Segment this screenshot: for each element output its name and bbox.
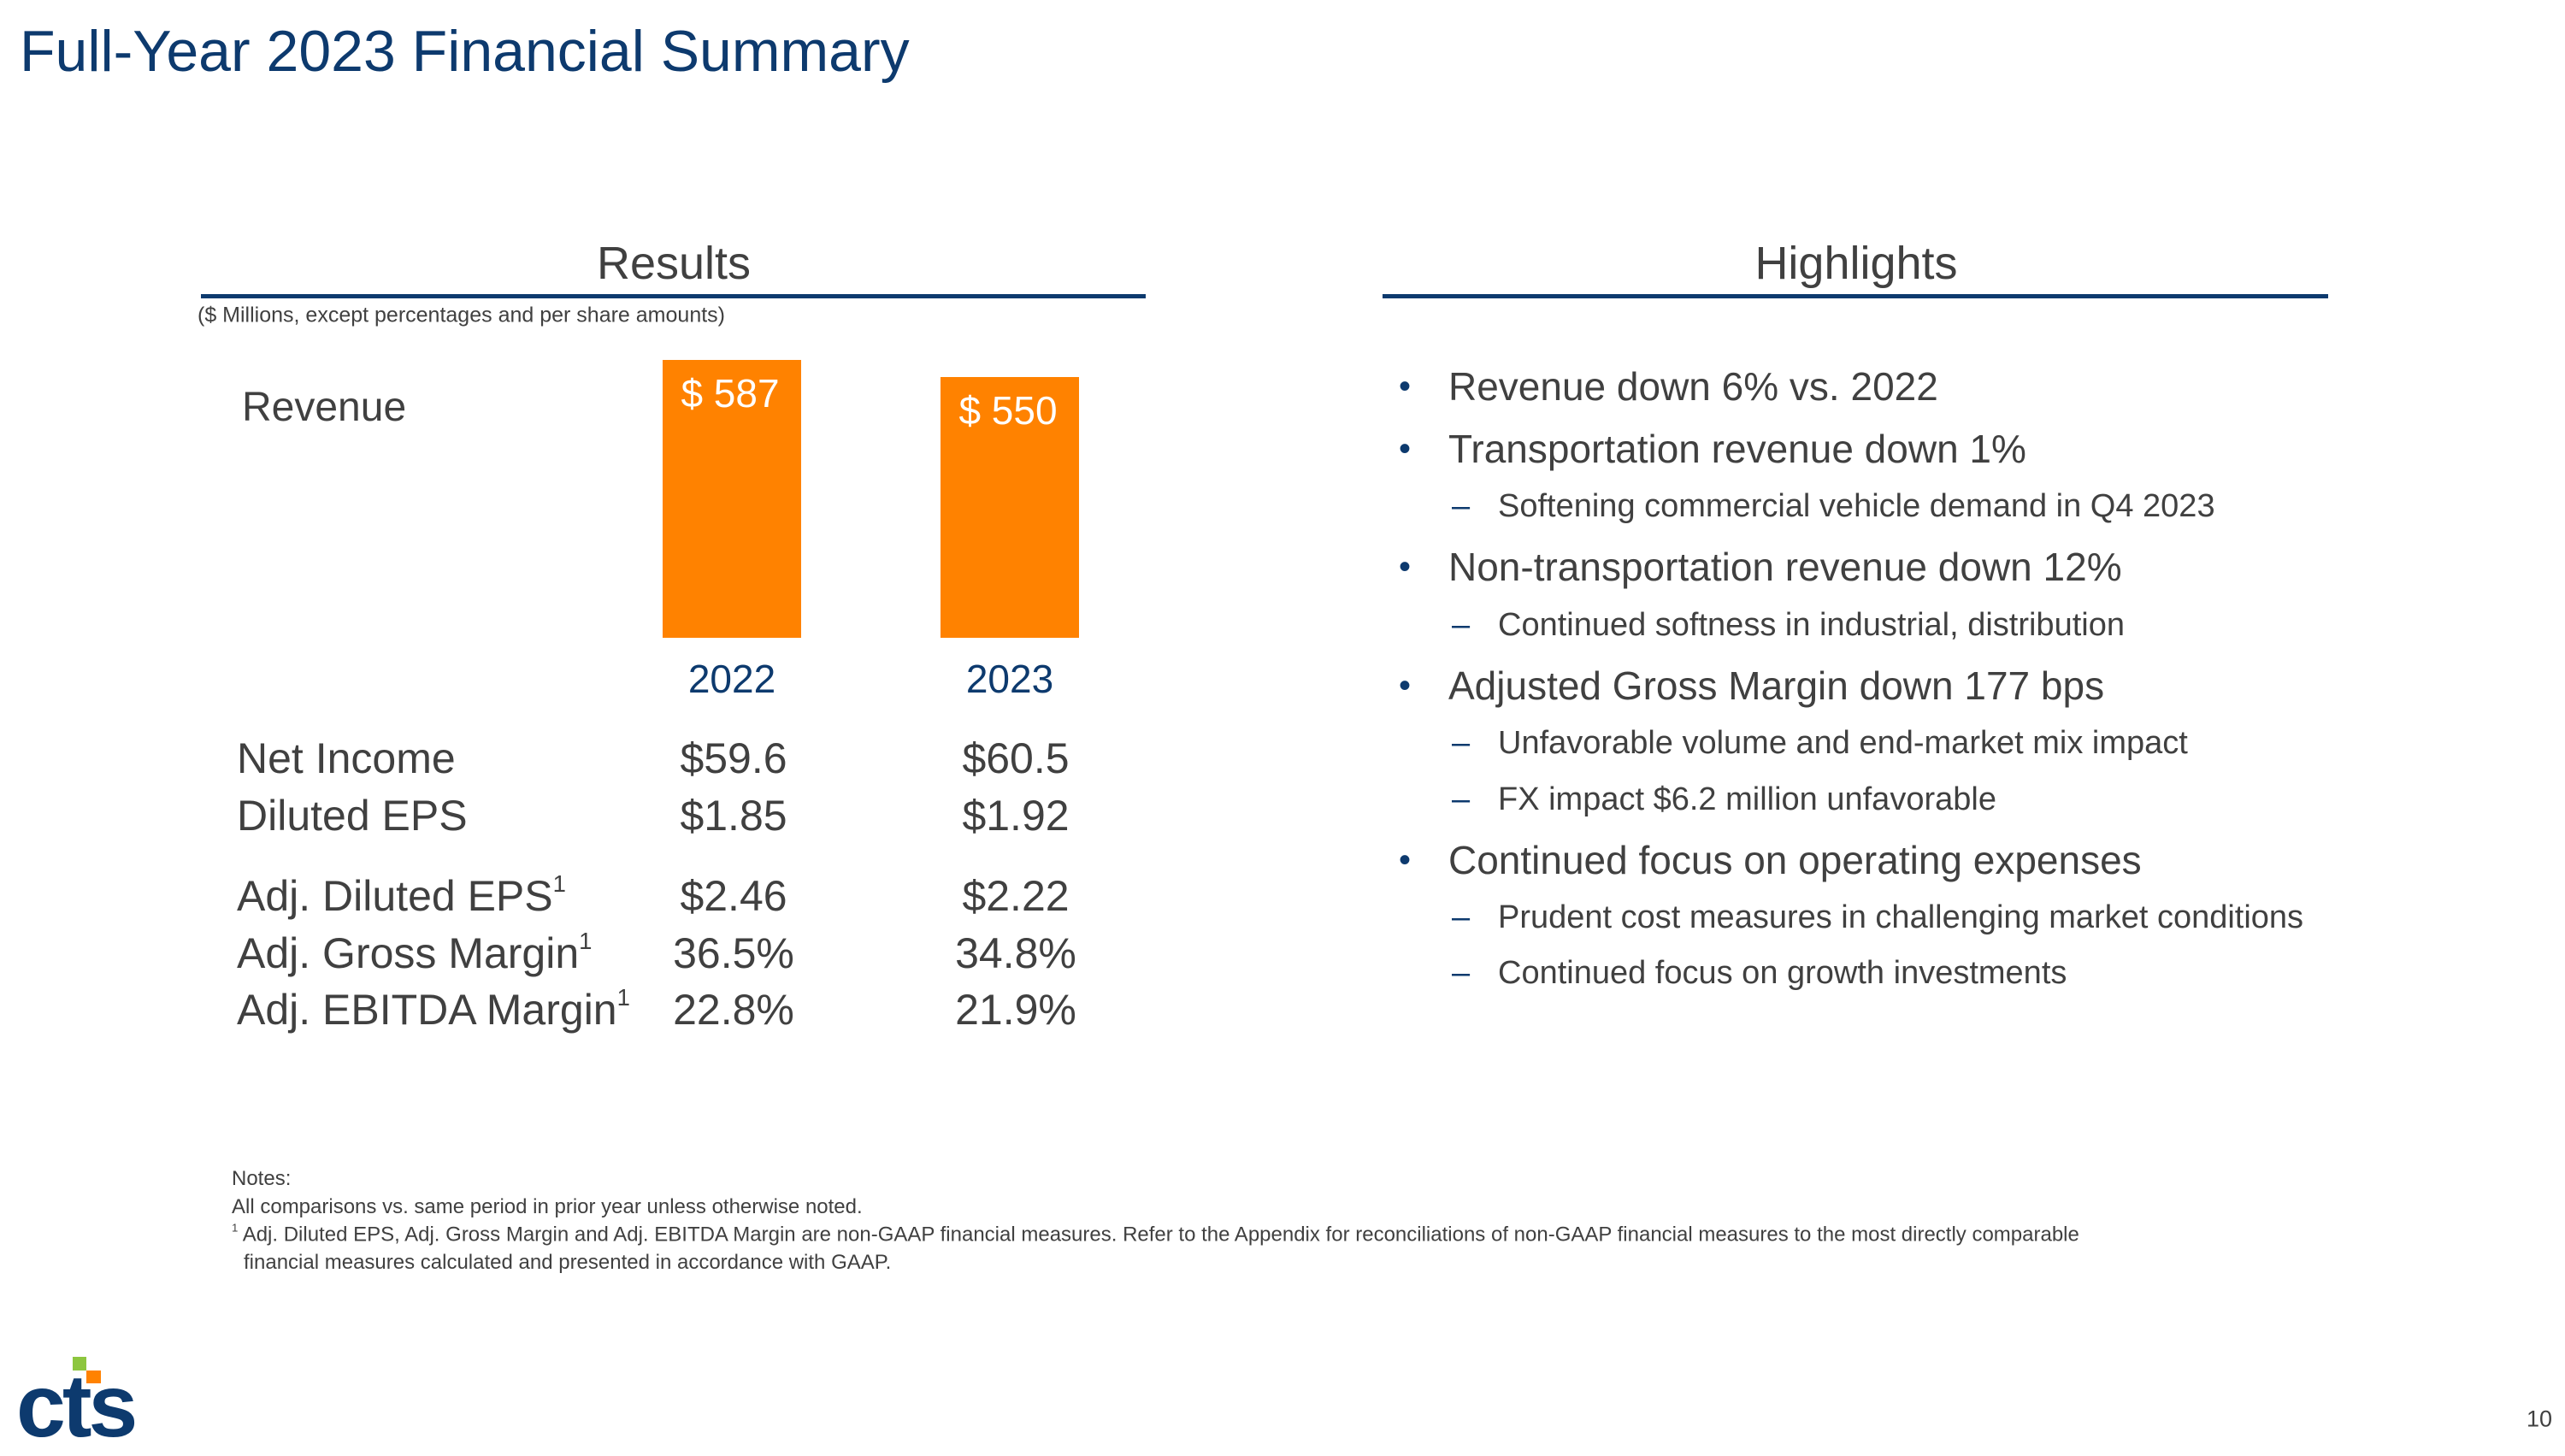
units-note: ($ Millions, except percentages and per … <box>198 303 725 327</box>
logo-orange-square <box>86 1371 101 1383</box>
row-label-text: Net Income <box>237 734 456 782</box>
footnote-line-continued: financial measures calculated and presen… <box>244 1251 892 1274</box>
highlight-item: Adjusted Gross Margin down 177 bps <box>1448 663 2105 708</box>
row-label-text: Adj. Gross Margin <box>237 929 580 977</box>
bullet-icon: • <box>1399 368 1412 405</box>
dash-icon: – <box>1452 725 1471 761</box>
highlight-subitem: Continued softness in industrial, distri… <box>1498 607 2125 643</box>
cts-logo: cts <box>16 1357 153 1451</box>
value-2022: 36.5% <box>673 929 794 977</box>
highlight-item: Revenue down 6% vs. 2022 <box>1448 364 1938 409</box>
row-label: Adj. Diluted EPS1 <box>237 872 566 920</box>
highlight-subitem: Continued focus on growth investments <box>1498 955 2067 991</box>
highlights-heading: Highlights <box>1754 238 1958 289</box>
row-label: Adj. EBITDA Margin1 <box>237 986 630 1034</box>
value-2022: $59.6 <box>680 734 787 782</box>
footnote-mark: 1 <box>232 1221 239 1235</box>
row-label: Diluted EPS <box>237 794 468 837</box>
footnote-line: 1 Adj. Diluted EPS, Adj. Gross Margin an… <box>232 1221 2079 1247</box>
dash-icon: – <box>1452 781 1471 817</box>
row-label: Net Income <box>237 737 456 780</box>
revenue-bar-label: $ 550 <box>958 388 1058 433</box>
footnote-marker: 1 <box>616 984 630 1011</box>
notes-line: All comparisons vs. same period in prior… <box>232 1195 863 1218</box>
value-2022: $1.85 <box>680 792 787 840</box>
bullet-icon: • <box>1399 548 1412 586</box>
dash-icon: – <box>1452 955 1471 991</box>
revenue-bar-label: $ 587 <box>681 371 780 416</box>
bullet-icon: • <box>1399 430 1412 468</box>
revenue-label: Revenue <box>242 385 407 430</box>
highlight-subitem: FX impact $6.2 million unfavorable <box>1498 781 1996 817</box>
highlight-item: Continued focus on operating expenses <box>1448 838 2142 882</box>
highlight-subitem: Softening commercial vehicle demand in Q… <box>1498 488 2215 524</box>
logo-wordmark: cts <box>16 1357 138 1456</box>
row-label: Adj. Gross Margin1 <box>237 929 592 977</box>
logo-green-square <box>73 1357 86 1371</box>
year-label-2023: 2023 <box>965 657 1054 701</box>
dash-icon: – <box>1452 899 1471 935</box>
year-label-2022: 2022 <box>687 657 776 701</box>
footnote-marker: 1 <box>552 870 566 898</box>
highlight-item: Non-transportation revenue down 12% <box>1448 545 2122 589</box>
results-heading: Results <box>596 238 752 289</box>
page-number: 10 <box>2526 1406 2552 1432</box>
page-title: Full-Year 2023 Financial Summary <box>20 19 910 84</box>
footnote-marker: 1 <box>579 928 593 955</box>
value-2023: $2.22 <box>962 872 1070 920</box>
notes-heading: Notes: <box>232 1167 292 1190</box>
value-2023: 21.9% <box>955 986 1076 1034</box>
row-label-text: Diluted EPS <box>237 792 468 840</box>
highlight-subitem: Unfavorable volume and end-market mix im… <box>1498 725 2188 761</box>
revenue-bar-2022 <box>663 360 801 638</box>
bullet-icon: • <box>1399 841 1412 879</box>
highlights-divider <box>1383 294 2328 298</box>
highlight-subitem: Prudent cost measures in challenging mar… <box>1498 899 2304 935</box>
dash-icon: – <box>1452 488 1471 524</box>
value-2023: 34.8% <box>955 929 1076 977</box>
value-2023: $1.92 <box>962 792 1070 840</box>
highlight-item: Transportation revenue down 1% <box>1448 427 2026 471</box>
bullet-icon: • <box>1399 667 1412 704</box>
dash-icon: – <box>1452 607 1471 643</box>
results-divider <box>201 294 1146 298</box>
footnote-text: Adj. Diluted EPS, Adj. Gross Margin and … <box>242 1223 2079 1247</box>
value-2023: $60.5 <box>962 734 1070 782</box>
revenue-bar-2023 <box>940 377 1079 638</box>
row-label-text: Adj. EBITDA Margin <box>237 986 617 1034</box>
value-2022: $2.46 <box>680 872 787 920</box>
row-label-text: Adj. Diluted EPS <box>237 872 553 920</box>
value-2022: 22.8% <box>673 986 794 1034</box>
